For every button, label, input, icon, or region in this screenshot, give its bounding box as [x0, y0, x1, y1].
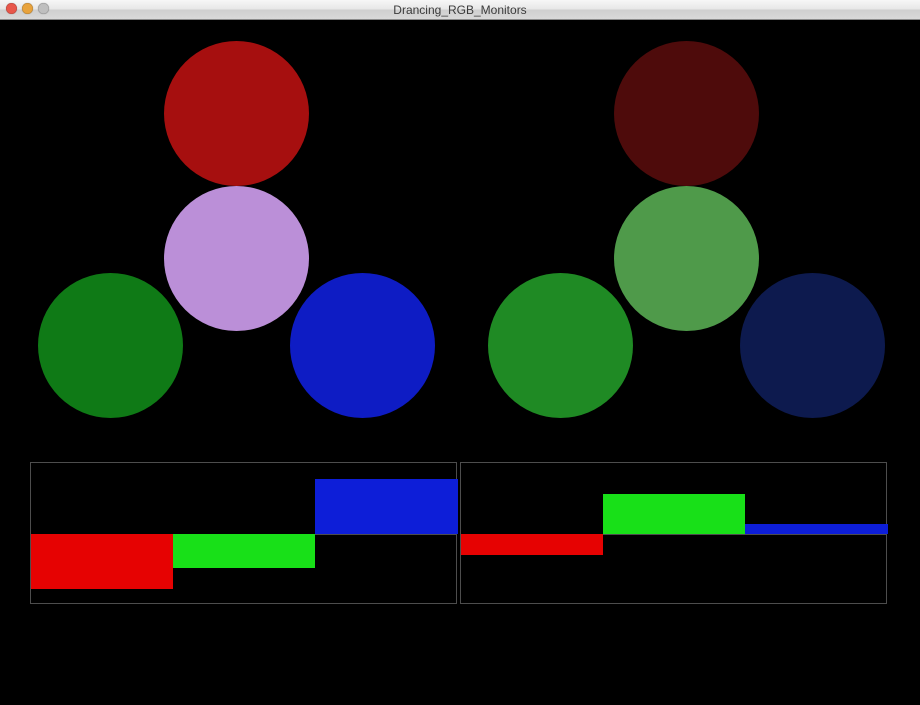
left-green-circle	[38, 273, 183, 418]
right-blue-circle	[740, 273, 885, 418]
left-blue-circle	[290, 273, 435, 418]
right-bar-r	[461, 534, 603, 555]
minimize-icon[interactable]	[22, 3, 33, 14]
right-center-circle	[614, 186, 759, 331]
right-bar-b	[745, 524, 887, 534]
right-bar-g	[603, 494, 745, 534]
zoom-icon[interactable]	[38, 3, 49, 14]
close-icon[interactable]	[6, 3, 17, 14]
left-bar-b	[315, 479, 457, 534]
content-area	[0, 20, 920, 705]
left-barchart-panel	[30, 462, 457, 604]
left-center-circle	[164, 186, 309, 331]
left-bar-r	[31, 534, 173, 589]
window-titlebar[interactable]: Drancing_RGB_Monitors	[0, 0, 920, 20]
right-barchart-panel	[460, 462, 887, 604]
left-bar-g	[173, 534, 315, 568]
right-red-circle	[614, 41, 759, 186]
window-title: Drancing_RGB_Monitors	[393, 3, 526, 17]
left-red-circle	[164, 41, 309, 186]
right-green-circle	[488, 273, 633, 418]
traffic-lights	[6, 3, 49, 14]
